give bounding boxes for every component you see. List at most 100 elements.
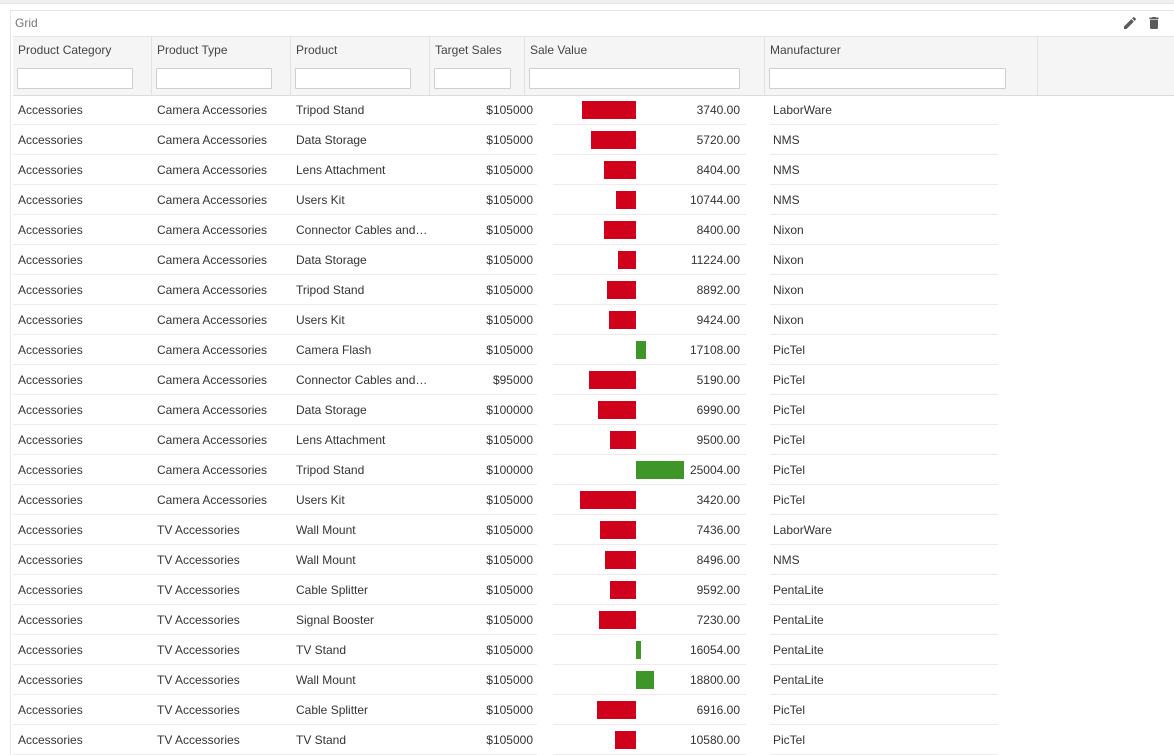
cell-sale-value: 10744.00 xyxy=(553,185,746,215)
column-header-manufacturer[interactable]: Manufacturer xyxy=(765,37,1038,95)
cell-sale-value: 6916.00 xyxy=(553,695,746,725)
grid-panel: Grid Product Category Product Type Produ… xyxy=(10,10,1174,755)
cell-product-type: TV Accessories xyxy=(152,605,291,635)
filter-input-target-sales[interactable] xyxy=(434,68,511,89)
filter-input-product[interactable] xyxy=(295,68,411,89)
cell-target-sales: $105000 xyxy=(430,515,537,545)
cell-product: Connector Cables and Wires xyxy=(291,365,430,395)
table-row[interactable]: Accessories Camera Accessories Tripod Stan… xyxy=(13,455,1174,485)
sale-value-text: 6990.00 xyxy=(696,403,740,417)
table-row[interactable]: Accessories TV Accessories Cable Splitter $… xyxy=(13,695,1174,725)
sale-value-text: 16054.00 xyxy=(689,643,740,657)
cell-sale-value: 3740.00 xyxy=(553,95,746,125)
sale-bar-positive xyxy=(636,341,647,359)
cell-product-type: Camera Accessories xyxy=(152,125,291,155)
cell-product-category: Accessories xyxy=(13,395,152,425)
cell-product: Users Kit xyxy=(291,185,430,215)
table-row[interactable]: Accessories TV Accessories TV Stand $105000… xyxy=(13,725,1174,755)
cell-sale-value: 11224.00 xyxy=(553,245,746,275)
cell-target-sales: $105000 xyxy=(430,185,537,215)
column-header-target-sales[interactable]: Target Sales xyxy=(430,37,525,95)
sale-value-text: 11224.00 xyxy=(690,253,740,267)
cell-manufacturer: Nixon xyxy=(770,275,998,305)
table-row[interactable]: Accessories TV Accessories TV Stand $105000… xyxy=(13,635,1174,665)
cell-product: Lens Attachment xyxy=(291,425,430,455)
cell-sale-value: 6990.00 xyxy=(553,395,746,425)
table-row[interactable]: Accessories Camera Accessories Data Storag… xyxy=(13,125,1174,155)
cell-product: Wall Mount xyxy=(291,515,430,545)
cell-sale-value: 25004.00 xyxy=(553,455,746,485)
cell-product: Lens Attachment xyxy=(291,155,430,185)
table-row[interactable]: Accessories TV Accessories Wall Mount $1050… xyxy=(13,545,1174,575)
trash-icon[interactable] xyxy=(1146,15,1162,31)
column-label: Sale Value xyxy=(530,43,588,57)
top-divider xyxy=(0,0,1174,4)
filter-input-sale-value[interactable] xyxy=(529,68,740,89)
table-row[interactable]: Accessories Camera Accessories Tripod Stan… xyxy=(13,275,1174,305)
cell-sale-value: 18800.00 xyxy=(553,665,746,695)
column-header-product[interactable]: Product xyxy=(291,37,430,95)
column-header-product-category[interactable]: Product Category xyxy=(13,37,152,95)
sale-value-text: 10580.00 xyxy=(689,733,740,747)
pencil-icon[interactable] xyxy=(1122,15,1138,31)
cell-target-sales: $105000 xyxy=(430,275,537,305)
cell-product-category: Accessories xyxy=(13,125,152,155)
table-row[interactable]: Accessories Camera Accessories Connector C… xyxy=(13,215,1174,245)
sale-value-text: 5720.00 xyxy=(696,133,740,147)
cell-manufacturer: Nixon xyxy=(770,245,998,275)
cell-product-category: Accessories xyxy=(13,155,152,185)
column-header-product-type[interactable]: Product Type xyxy=(152,37,291,95)
table-row[interactable]: Accessories Camera Accessories Camera Flas… xyxy=(13,335,1174,365)
table-row[interactable]: Accessories Camera Accessories Users Kit $1… xyxy=(13,485,1174,515)
filter-input-manufacturer[interactable] xyxy=(769,68,1006,89)
table-row[interactable]: Accessories TV Accessories Wall Mount $1050… xyxy=(13,665,1174,695)
filter-input-product-type[interactable] xyxy=(156,68,272,89)
cell-target-sales: $105000 xyxy=(430,725,537,755)
cell-sale-value: 10580.00 xyxy=(553,725,746,755)
cell-product: TV Stand xyxy=(291,635,430,665)
column-label: Product xyxy=(296,43,338,57)
sale-value-text: 5190.00 xyxy=(696,373,740,387)
cell-manufacturer: PentaLite xyxy=(770,575,998,605)
table-row[interactable]: Accessories Camera Accessories Tripod Stan… xyxy=(13,95,1174,125)
sale-bar-positive xyxy=(636,461,685,479)
cell-target-sales: $105000 xyxy=(430,335,537,365)
cell-manufacturer: PicTel xyxy=(770,395,998,425)
table-row[interactable]: Accessories Camera Accessories Lens Attach… xyxy=(13,155,1174,185)
column-header-sale-value[interactable]: Sale Value xyxy=(525,37,765,95)
table-row[interactable]: Accessories Camera Accessories Data Storag… xyxy=(13,245,1174,275)
cell-product-type: Camera Accessories xyxy=(152,365,291,395)
filter-input-product-category[interactable] xyxy=(17,68,133,89)
sale-bar-positive xyxy=(636,641,642,659)
table-row[interactable]: Accessories Camera Accessories Users Kit $1… xyxy=(13,305,1174,335)
cell-product: Tripod Stand xyxy=(291,455,430,485)
cell-product-type: TV Accessories xyxy=(152,515,291,545)
cell-manufacturer: Nixon xyxy=(770,215,998,245)
cell-product-category: Accessories xyxy=(13,665,152,695)
cell-product-type: Camera Accessories xyxy=(152,215,291,245)
cell-manufacturer: PicTel xyxy=(770,365,998,395)
cell-target-sales: $105000 xyxy=(430,245,537,275)
cell-product: Tripod Stand xyxy=(291,275,430,305)
column-label: Manufacturer xyxy=(770,43,841,57)
table-row[interactable]: Accessories TV Accessories Cable Splitter $… xyxy=(13,575,1174,605)
table-row[interactable]: Accessories TV Accessories Wall Mount $1050… xyxy=(13,515,1174,545)
sale-value-text: 10744.00 xyxy=(689,193,740,207)
sale-bar-negative xyxy=(604,221,636,239)
cell-product: Cable Splitter xyxy=(291,695,430,725)
cell-sale-value: 8404.00 xyxy=(553,155,746,185)
cell-product: Camera Flash xyxy=(291,335,430,365)
cell-target-sales: $105000 xyxy=(430,695,537,725)
table-row[interactable]: Accessories Camera Accessories Lens Attach… xyxy=(13,425,1174,455)
cell-target-sales: $105000 xyxy=(430,155,537,185)
table-row[interactable]: Accessories Camera Accessories Users Kit $1… xyxy=(13,185,1174,215)
cell-product: Wall Mount xyxy=(291,545,430,575)
table-row[interactable]: Accessories Camera Accessories Data Storag… xyxy=(13,395,1174,425)
table-row[interactable]: Accessories Camera Accessories Connector C… xyxy=(13,365,1174,395)
cell-product-type: TV Accessories xyxy=(152,665,291,695)
cell-target-sales: $105000 xyxy=(430,485,537,515)
cell-target-sales: $95000 xyxy=(430,365,537,395)
table-row[interactable]: Accessories TV Accessories Signal Booster $… xyxy=(13,605,1174,635)
cell-product: Signal Booster xyxy=(291,605,430,635)
sale-bar-negative xyxy=(591,131,636,149)
